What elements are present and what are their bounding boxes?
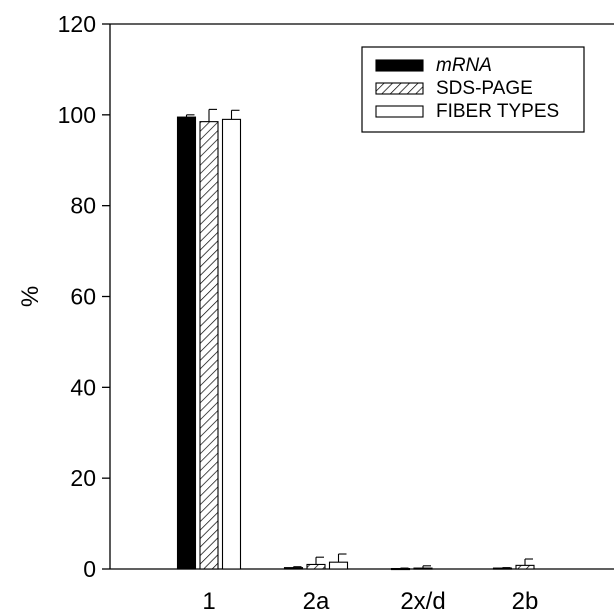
y-tick-label: 20 (70, 465, 96, 491)
y-tick-label: 80 (70, 193, 96, 219)
legend-label: mRNA (436, 55, 492, 76)
y-tick-label: 100 (58, 102, 96, 128)
bar-sds-page (413, 567, 433, 570)
bar-mrna (492, 567, 513, 570)
legend-label: FIBER TYPES (436, 101, 559, 122)
legend-swatch (375, 82, 424, 95)
x-tick-label: 2x/d (400, 588, 445, 614)
y-tick-label: 0 (83, 556, 96, 582)
y-axis-label: % (17, 286, 44, 307)
legend-swatch (375, 105, 424, 118)
bar-mrna (283, 567, 304, 570)
labels-group: 0 20 40 60 80 100 120% 1 2a 2x/d 2b (17, 11, 538, 614)
y-tick-label: 40 (70, 374, 96, 400)
bar-fiber-types (221, 118, 242, 570)
x-tick-label: 1 (202, 588, 215, 614)
legend-swatch (375, 59, 424, 72)
y-tick-label: 120 (58, 11, 96, 37)
bar-fiber-types (328, 561, 349, 570)
bar-mrna (390, 567, 411, 571)
bar-sds-page (306, 563, 326, 570)
bars-group (176, 108, 535, 571)
bar-sds-page (515, 564, 535, 570)
legend-label: SDS-PAGE (436, 78, 533, 99)
x-tick-label: 2a (303, 588, 330, 614)
bar-mrna (176, 116, 197, 570)
bar-sds-page (199, 121, 219, 570)
y-tick-label: 60 (70, 284, 96, 310)
x-tick-label: 2b (512, 588, 539, 614)
